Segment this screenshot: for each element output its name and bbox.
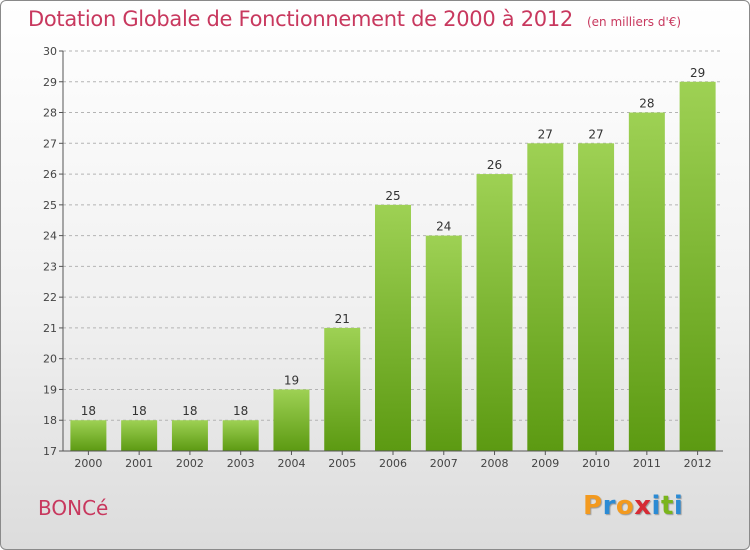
proxiti-logo: Proxiti: [583, 491, 683, 521]
y-tick-label: 22: [43, 291, 57, 304]
y-tick-label: 19: [43, 383, 57, 396]
x-tick-label: 2002: [176, 457, 204, 470]
y-tick-label: 25: [43, 199, 57, 212]
x-tick-label: 2004: [277, 457, 305, 470]
x-tick-label: 2012: [684, 457, 712, 470]
y-tick-label: 27: [43, 137, 57, 150]
commune-name: BONCé: [38, 496, 109, 520]
y-tick-label: 30: [43, 45, 57, 58]
logo-letter: i: [651, 491, 661, 521]
x-tick-label: 2007: [430, 457, 458, 470]
bar-value-label: 28: [639, 97, 654, 111]
bar-value-label: 18: [81, 404, 96, 418]
logo-letter: o: [615, 491, 635, 521]
bar-value-label: 25: [385, 189, 400, 203]
bar: [70, 420, 107, 451]
logo-letter: t: [660, 491, 674, 521]
bar: [628, 112, 665, 452]
x-tick-label: 2006: [379, 457, 407, 470]
logo-letter: i: [673, 491, 684, 521]
bar: [121, 420, 158, 451]
bar: [171, 420, 208, 451]
x-tick-label: 2001: [125, 457, 153, 470]
bar: [324, 327, 361, 451]
x-tick-label: 2011: [633, 457, 661, 470]
bar: [222, 420, 259, 451]
x-tick-label: 2010: [582, 457, 610, 470]
bar-value-label: 29: [690, 66, 705, 80]
bar: [425, 235, 462, 451]
bar: [578, 143, 615, 452]
x-tick-label: 2008: [481, 457, 509, 470]
bar: [679, 81, 716, 452]
y-tick-label: 21: [43, 322, 57, 335]
x-tick-label: 2003: [227, 457, 255, 470]
chart-title: Dotation Globale de Fonctionnement de 20…: [28, 7, 681, 31]
logo-letter: P: [583, 491, 603, 521]
x-tick-label: 2000: [74, 457, 102, 470]
logo-letter: r: [602, 491, 616, 521]
bar-value-label: 18: [132, 404, 147, 418]
bar-value-label: 21: [335, 312, 350, 326]
bar: [273, 389, 310, 451]
bar-value-label: 24: [436, 220, 451, 234]
title-main: Dotation Globale de Fonctionnement de 20…: [28, 7, 573, 31]
y-tick-label: 20: [43, 353, 57, 366]
x-tick-label: 2009: [531, 457, 559, 470]
bar-value-label: 27: [588, 127, 603, 141]
title-subtitle: (en milliers d'€): [586, 15, 682, 29]
bar-value-label: 27: [538, 127, 553, 141]
y-tick-label: 18: [43, 414, 57, 427]
bar-value-label: 26: [487, 158, 502, 172]
y-tick-label: 29: [43, 76, 57, 89]
y-tick-label: 24: [43, 230, 57, 243]
y-tick-label: 28: [43, 107, 57, 120]
bar-value-label: 19: [284, 373, 299, 387]
logo-letter: x: [634, 491, 652, 521]
x-tick-label: 2005: [328, 457, 356, 470]
y-tick-label: 26: [43, 168, 57, 181]
bar-value-label: 18: [233, 404, 248, 418]
bar-value-label: 18: [182, 404, 197, 418]
bar: [476, 174, 513, 452]
y-tick-label: 17: [43, 445, 57, 458]
y-tick-label: 23: [43, 260, 57, 273]
bar: [527, 143, 564, 452]
bar: [375, 204, 411, 451]
